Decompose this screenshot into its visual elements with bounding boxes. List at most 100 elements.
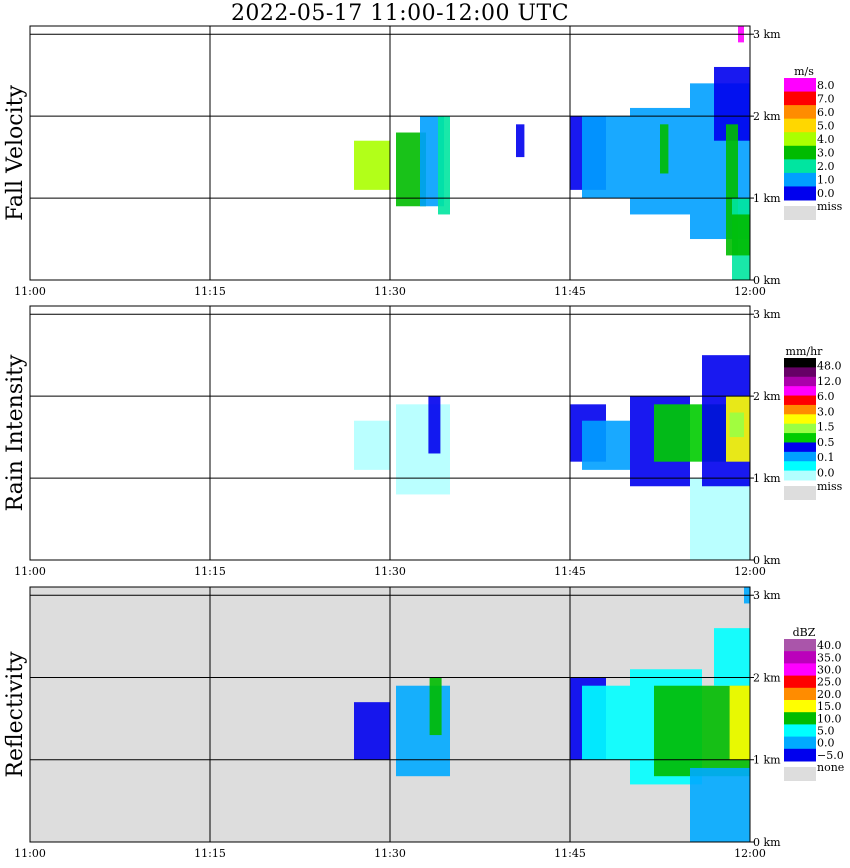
echo-cell <box>729 685 750 760</box>
chart-title: 2022-05-17 11:00-12:00 UTC <box>230 1 570 26</box>
panel-3: 11:00 11:15 11:30 11:45 12:000 km 1 km 2 km 3 k… <box>3 586 844 860</box>
legend-label: 8.0 <box>817 79 835 92</box>
legend-label: 0.0 <box>817 737 835 750</box>
legend-swatch <box>784 358 816 368</box>
legend-swatch <box>784 105 816 120</box>
legend-swatch <box>784 186 816 201</box>
x-tick-label: 12:00 <box>734 847 766 860</box>
legend-label: 3.0 <box>817 147 835 160</box>
legend-label: 12.0 <box>817 375 842 388</box>
legend-label: 35.0 <box>817 651 842 664</box>
y-axis-label: Fall Velocity <box>3 85 28 221</box>
echo-cell <box>396 404 450 495</box>
legend-missing-label: miss <box>817 480 843 493</box>
panel-1: 11:00 11:15 11:30 11:45 12:000 km 1 km 2 km 3 k… <box>3 25 843 298</box>
legend-label: 2.0 <box>817 160 835 173</box>
legend-label: 25.0 <box>817 676 842 689</box>
y-tick-label: 3 km <box>753 308 781 321</box>
y-tick-label: 3 km <box>753 589 781 602</box>
legend-swatch <box>784 736 816 750</box>
legend-missing-swatch <box>784 486 816 500</box>
legend-label: 5.0 <box>817 119 835 132</box>
echo-cell <box>429 677 442 736</box>
x-tick-label: 12:00 <box>734 565 766 578</box>
x-tick-label: 11:15 <box>194 285 226 298</box>
x-tick-label: 11:45 <box>554 565 586 578</box>
panel-2: 11:00 11:15 11:30 11:45 12:000 km 1 km 2 km 3 k… <box>3 305 843 578</box>
legend-swatch <box>784 451 816 462</box>
echo-cell <box>428 396 441 454</box>
legend-swatch <box>784 663 816 677</box>
legend-swatch <box>784 461 816 472</box>
echo-cell <box>732 214 750 256</box>
echo-cell <box>582 685 630 760</box>
y-axis-label: Rain Intensity <box>3 354 28 511</box>
x-tick-label: 11:00 <box>14 285 46 298</box>
echo-cell <box>582 420 630 470</box>
legend-label: 1.5 <box>817 421 835 434</box>
legend-swatch <box>784 118 816 133</box>
legend-swatch <box>784 470 816 481</box>
legend-swatch <box>784 442 816 453</box>
echo-cell <box>729 412 744 438</box>
echo-cell <box>714 628 750 686</box>
legend-label: 1.0 <box>817 174 835 187</box>
legend-label: 6.0 <box>817 106 835 119</box>
y-tick-label: 2 km <box>753 110 781 123</box>
legend-unit: dBZ <box>793 626 816 639</box>
x-tick-label: 11:00 <box>14 847 46 860</box>
legend-label: 5.0 <box>817 725 835 738</box>
x-tick-label: 11:00 <box>14 565 46 578</box>
legend-label: 3.0 <box>817 405 835 418</box>
legend-swatch <box>784 159 816 174</box>
y-tick-label: 1 km <box>753 754 781 767</box>
x-tick-label: 11:15 <box>194 847 226 860</box>
legend-missing-label: none <box>817 761 844 774</box>
legend-swatch <box>784 172 816 187</box>
legend-label: 0.0 <box>817 187 835 200</box>
legend-missing-swatch <box>784 767 816 781</box>
plot-frame <box>29 586 751 843</box>
legend-label: 0.1 <box>817 451 835 464</box>
echo-cell <box>438 116 450 215</box>
legend-swatch <box>784 423 816 434</box>
legend-label: 40.0 <box>817 639 842 652</box>
legend-label: 20.0 <box>817 688 842 701</box>
legend-swatch <box>784 433 816 443</box>
legend-swatch <box>784 712 816 725</box>
legend-swatch <box>784 91 816 106</box>
legend-swatch <box>784 386 816 397</box>
legend-label: 48.0 <box>817 360 842 373</box>
legend-swatch <box>784 395 816 406</box>
plot-frame <box>29 305 751 561</box>
legend-swatch <box>784 651 816 664</box>
legend-swatch <box>784 639 816 652</box>
legend-swatch <box>784 145 816 160</box>
y-tick-label: 3 km <box>753 28 781 41</box>
y-tick-label: 1 km <box>753 472 781 485</box>
legend-swatch <box>784 748 816 762</box>
plot-frame <box>29 25 751 281</box>
x-tick-label: 11:15 <box>194 565 226 578</box>
legend-unit: mm/hr <box>786 345 824 358</box>
legend-label: 15.0 <box>817 700 842 713</box>
x-tick-label: 11:45 <box>554 847 586 860</box>
legend-unit: m/s <box>794 65 814 78</box>
echo-cell <box>396 685 450 777</box>
legend-swatch <box>784 687 816 701</box>
legend-swatch <box>784 132 816 147</box>
y-axis-label: Reflectivity <box>3 651 28 778</box>
legend-label: 7.0 <box>817 92 835 105</box>
echo-cell <box>354 420 390 470</box>
legend-label: 0.5 <box>817 436 835 449</box>
legend-label: 30.0 <box>817 664 842 677</box>
y-tick-label: 0 km <box>753 836 781 849</box>
legend-label: 0.0 <box>817 466 835 479</box>
echo-cell <box>582 116 630 199</box>
echo-cell <box>516 124 525 158</box>
echo-cell <box>690 767 750 842</box>
legend-swatch <box>784 367 816 378</box>
legend-label: −5.0 <box>817 749 844 762</box>
legend-swatch <box>784 404 816 415</box>
x-tick-label: 11:30 <box>374 285 406 298</box>
